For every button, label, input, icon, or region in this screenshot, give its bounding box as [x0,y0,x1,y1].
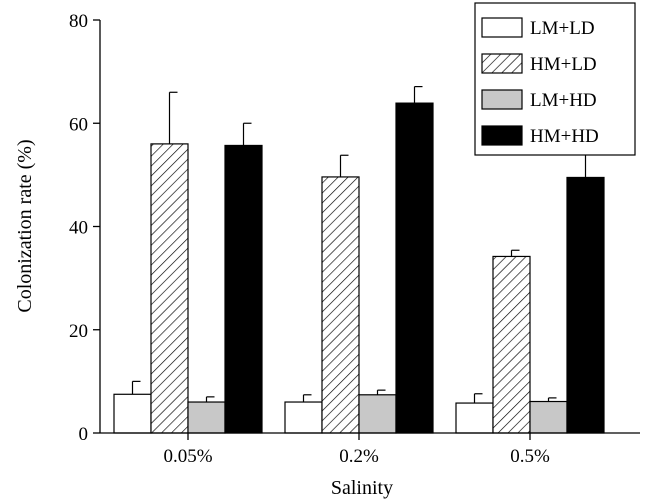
x-tick-label-0: 0.05% [163,446,212,467]
bar-lm-ld-2 [455,402,494,434]
y-tick-label-2: 40 [69,218,88,239]
legend-label-2: LM+HD [530,90,597,111]
y-tick-label-0: 0 [79,424,89,445]
bar-hm-ld-1 [321,176,360,434]
legend: LM+LD HM+LD LM+HD HM+HD [474,2,636,156]
legend-swatch-2 [481,89,523,110]
bar-lm-ld-0 [113,393,152,434]
bar-hm-hd-0 [224,144,263,434]
x-axis-title: Salinity [331,477,393,499]
x-tick-label-2: 0.5% [510,446,550,467]
y-axis-title: Colonization rate (%) [14,139,36,312]
legend-label-3: HM+HD [530,126,599,147]
y-tick-label-4: 80 [69,11,88,32]
y-tick-label-1: 20 [69,321,88,342]
bar-lm-hd-2 [529,400,568,434]
bar-hm-ld-0 [150,143,189,434]
legend-label-1: HM+LD [530,54,597,75]
bar-lm-hd-1 [358,394,397,434]
bar-hm-hd-1 [395,102,434,434]
legend-swatch-0 [481,17,523,38]
y-tick-label-3: 60 [69,114,88,135]
bars-layer [113,85,605,434]
bar-lm-ld-1 [284,401,323,434]
legend-swatch-3 [481,125,523,146]
x-tick-label-1: 0.2% [339,446,379,467]
bar-lm-hd-0 [187,401,226,434]
legend-label-0: LM+LD [530,18,595,39]
bar-hm-hd-2 [566,176,605,434]
legend-swatch-1 [481,53,523,74]
bar-hm-ld-2 [492,255,531,434]
ticks-layer: 0 20 40 60 80 0.05% 0.2% 0.5% [69,11,550,467]
